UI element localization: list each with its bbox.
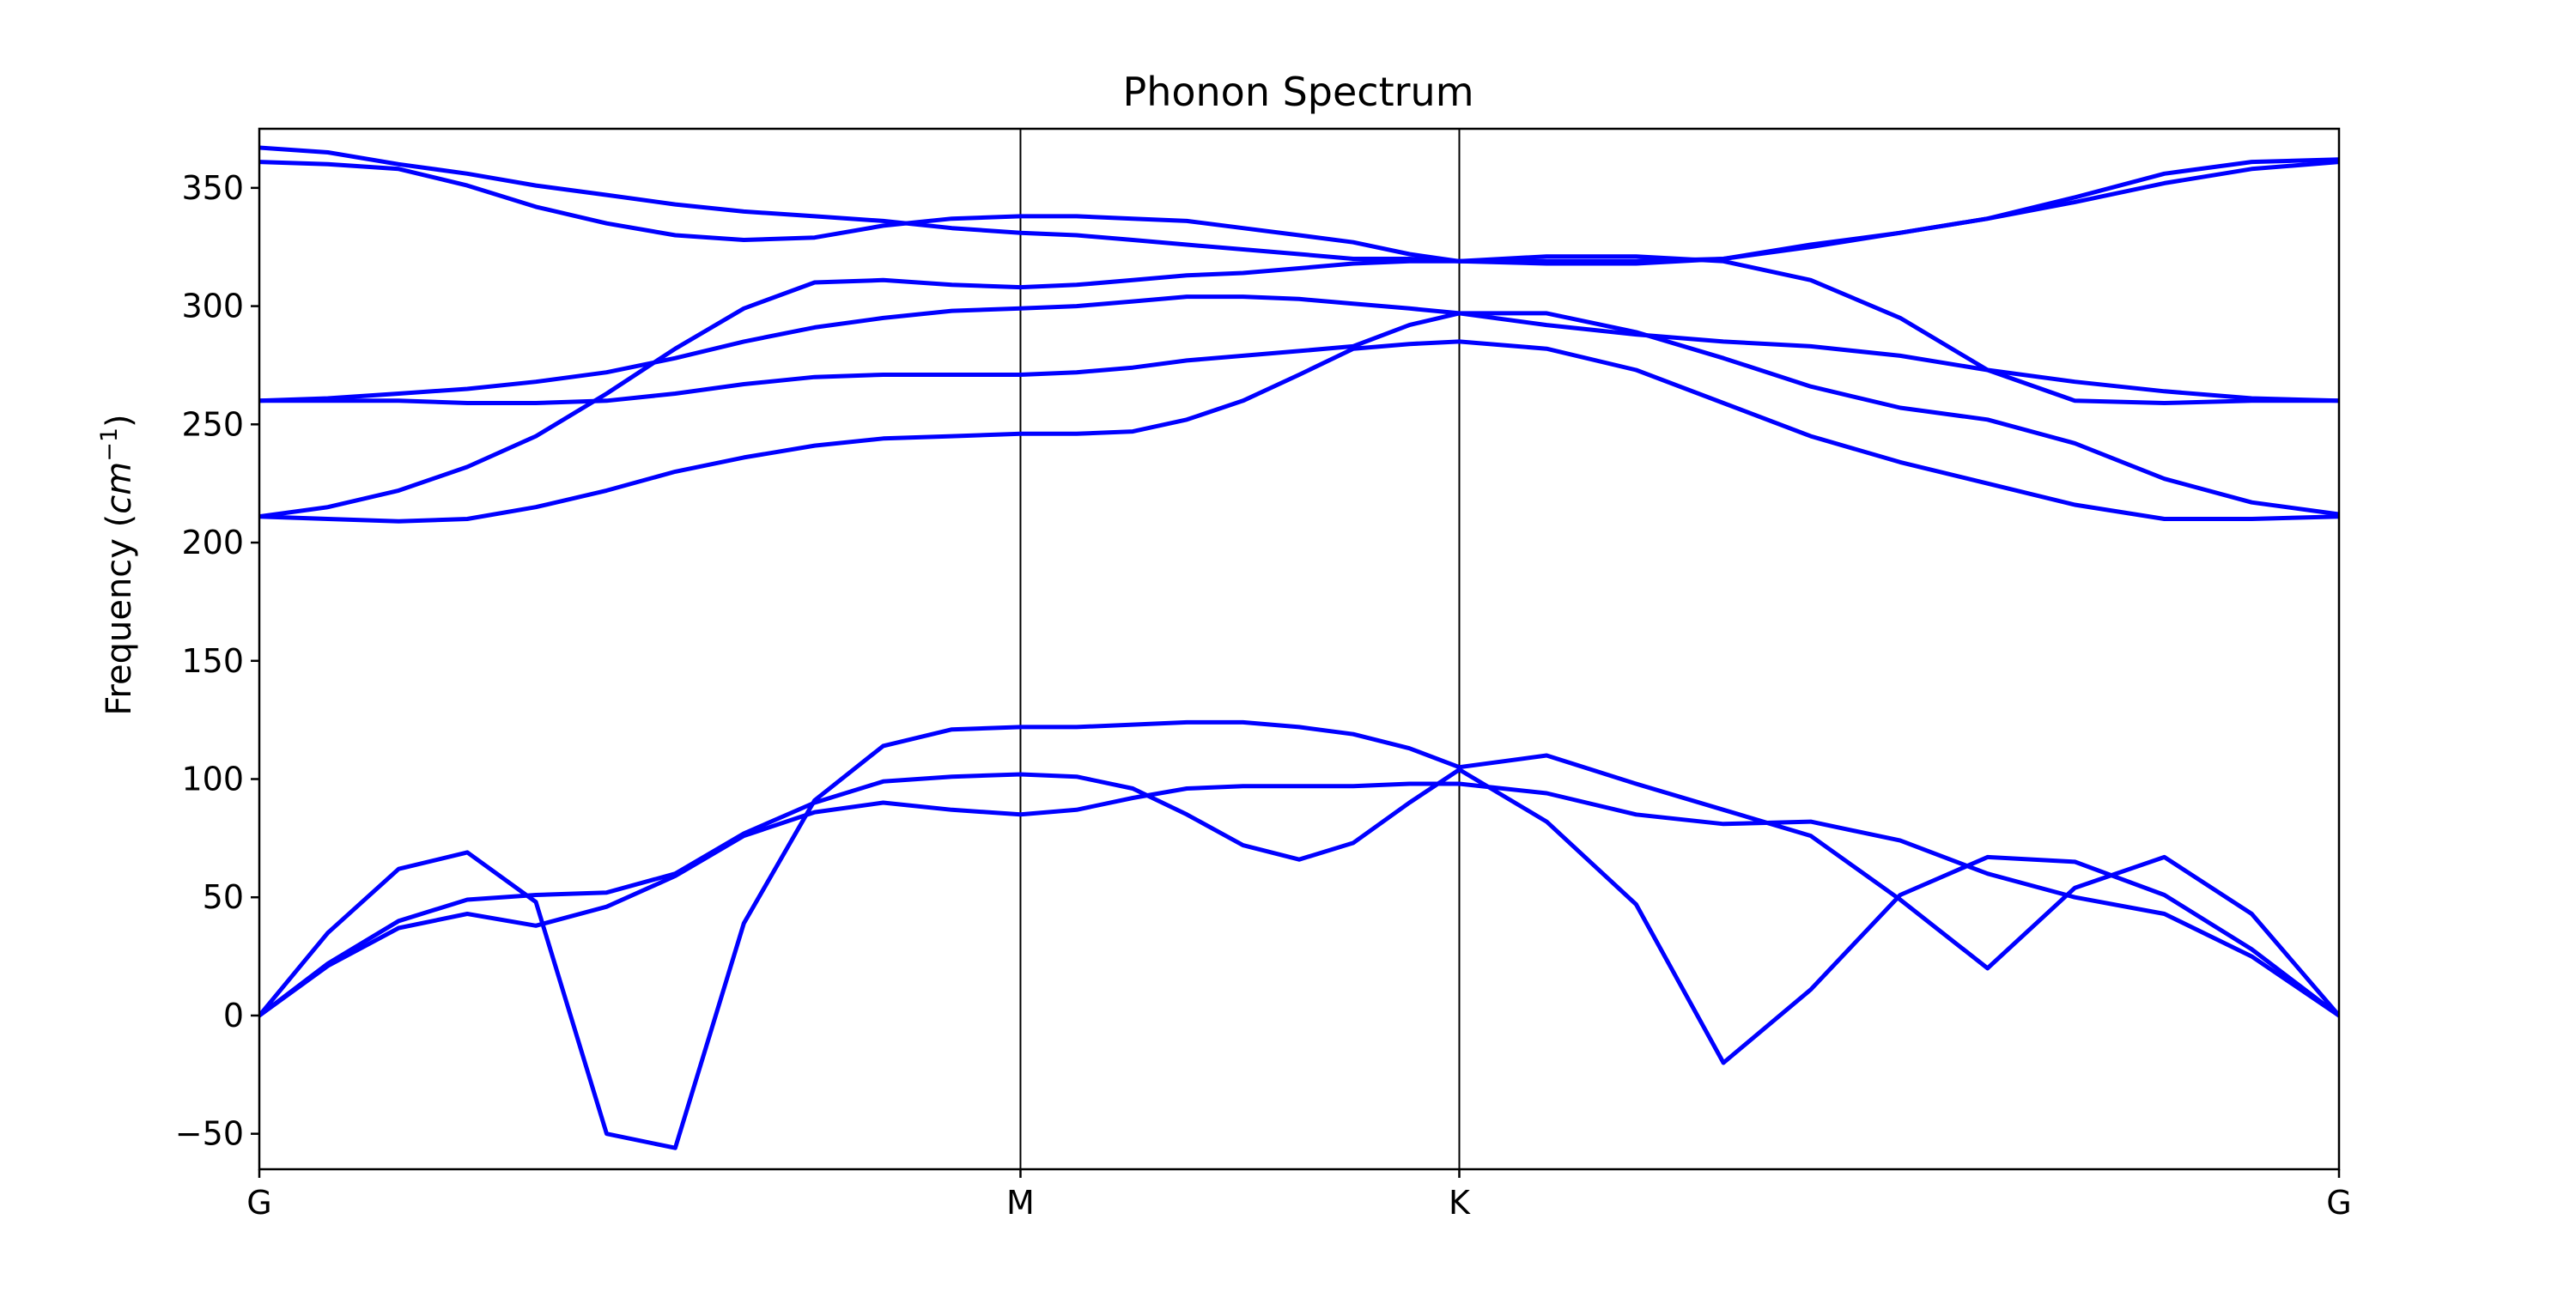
- chart-title: Phonon Spectrum: [1122, 69, 1473, 115]
- y-tick-label: 200: [181, 524, 244, 561]
- y-tick-label: −50: [175, 1115, 244, 1153]
- phonon-bands: [259, 145, 2339, 1150]
- phonon-band-line: [259, 719, 2339, 1150]
- y-axis-ticks: −50 0 50 100 150 200 250 300 350: [175, 169, 259, 1153]
- plot-frame: [258, 127, 2341, 1171]
- phonon-band-line: [259, 767, 2339, 1065]
- y-tick-label: 300: [181, 288, 244, 325]
- phonon-band-line: [259, 781, 2339, 1018]
- phonon-band-line: [259, 145, 2339, 264]
- y-tick-label: 250: [181, 405, 244, 443]
- y-axis-label: Frequency (cm−1): [96, 414, 139, 715]
- y-tick-label: 50: [203, 878, 244, 916]
- phonon-band-line: [259, 294, 2339, 403]
- y-tick-label: 0: [223, 997, 244, 1034]
- x-tick-label: M: [1006, 1184, 1035, 1222]
- x-tick-label: G: [246, 1184, 271, 1222]
- y-tick-label: 100: [181, 761, 244, 798]
- x-tick-label: G: [2326, 1184, 2351, 1222]
- x-tick-label: K: [1449, 1184, 1471, 1222]
- y-tick-label: 350: [181, 169, 244, 207]
- y-tick-label: 150: [181, 642, 244, 680]
- phonon-band-line: [259, 311, 2339, 517]
- phonon-band-line: [259, 339, 2339, 524]
